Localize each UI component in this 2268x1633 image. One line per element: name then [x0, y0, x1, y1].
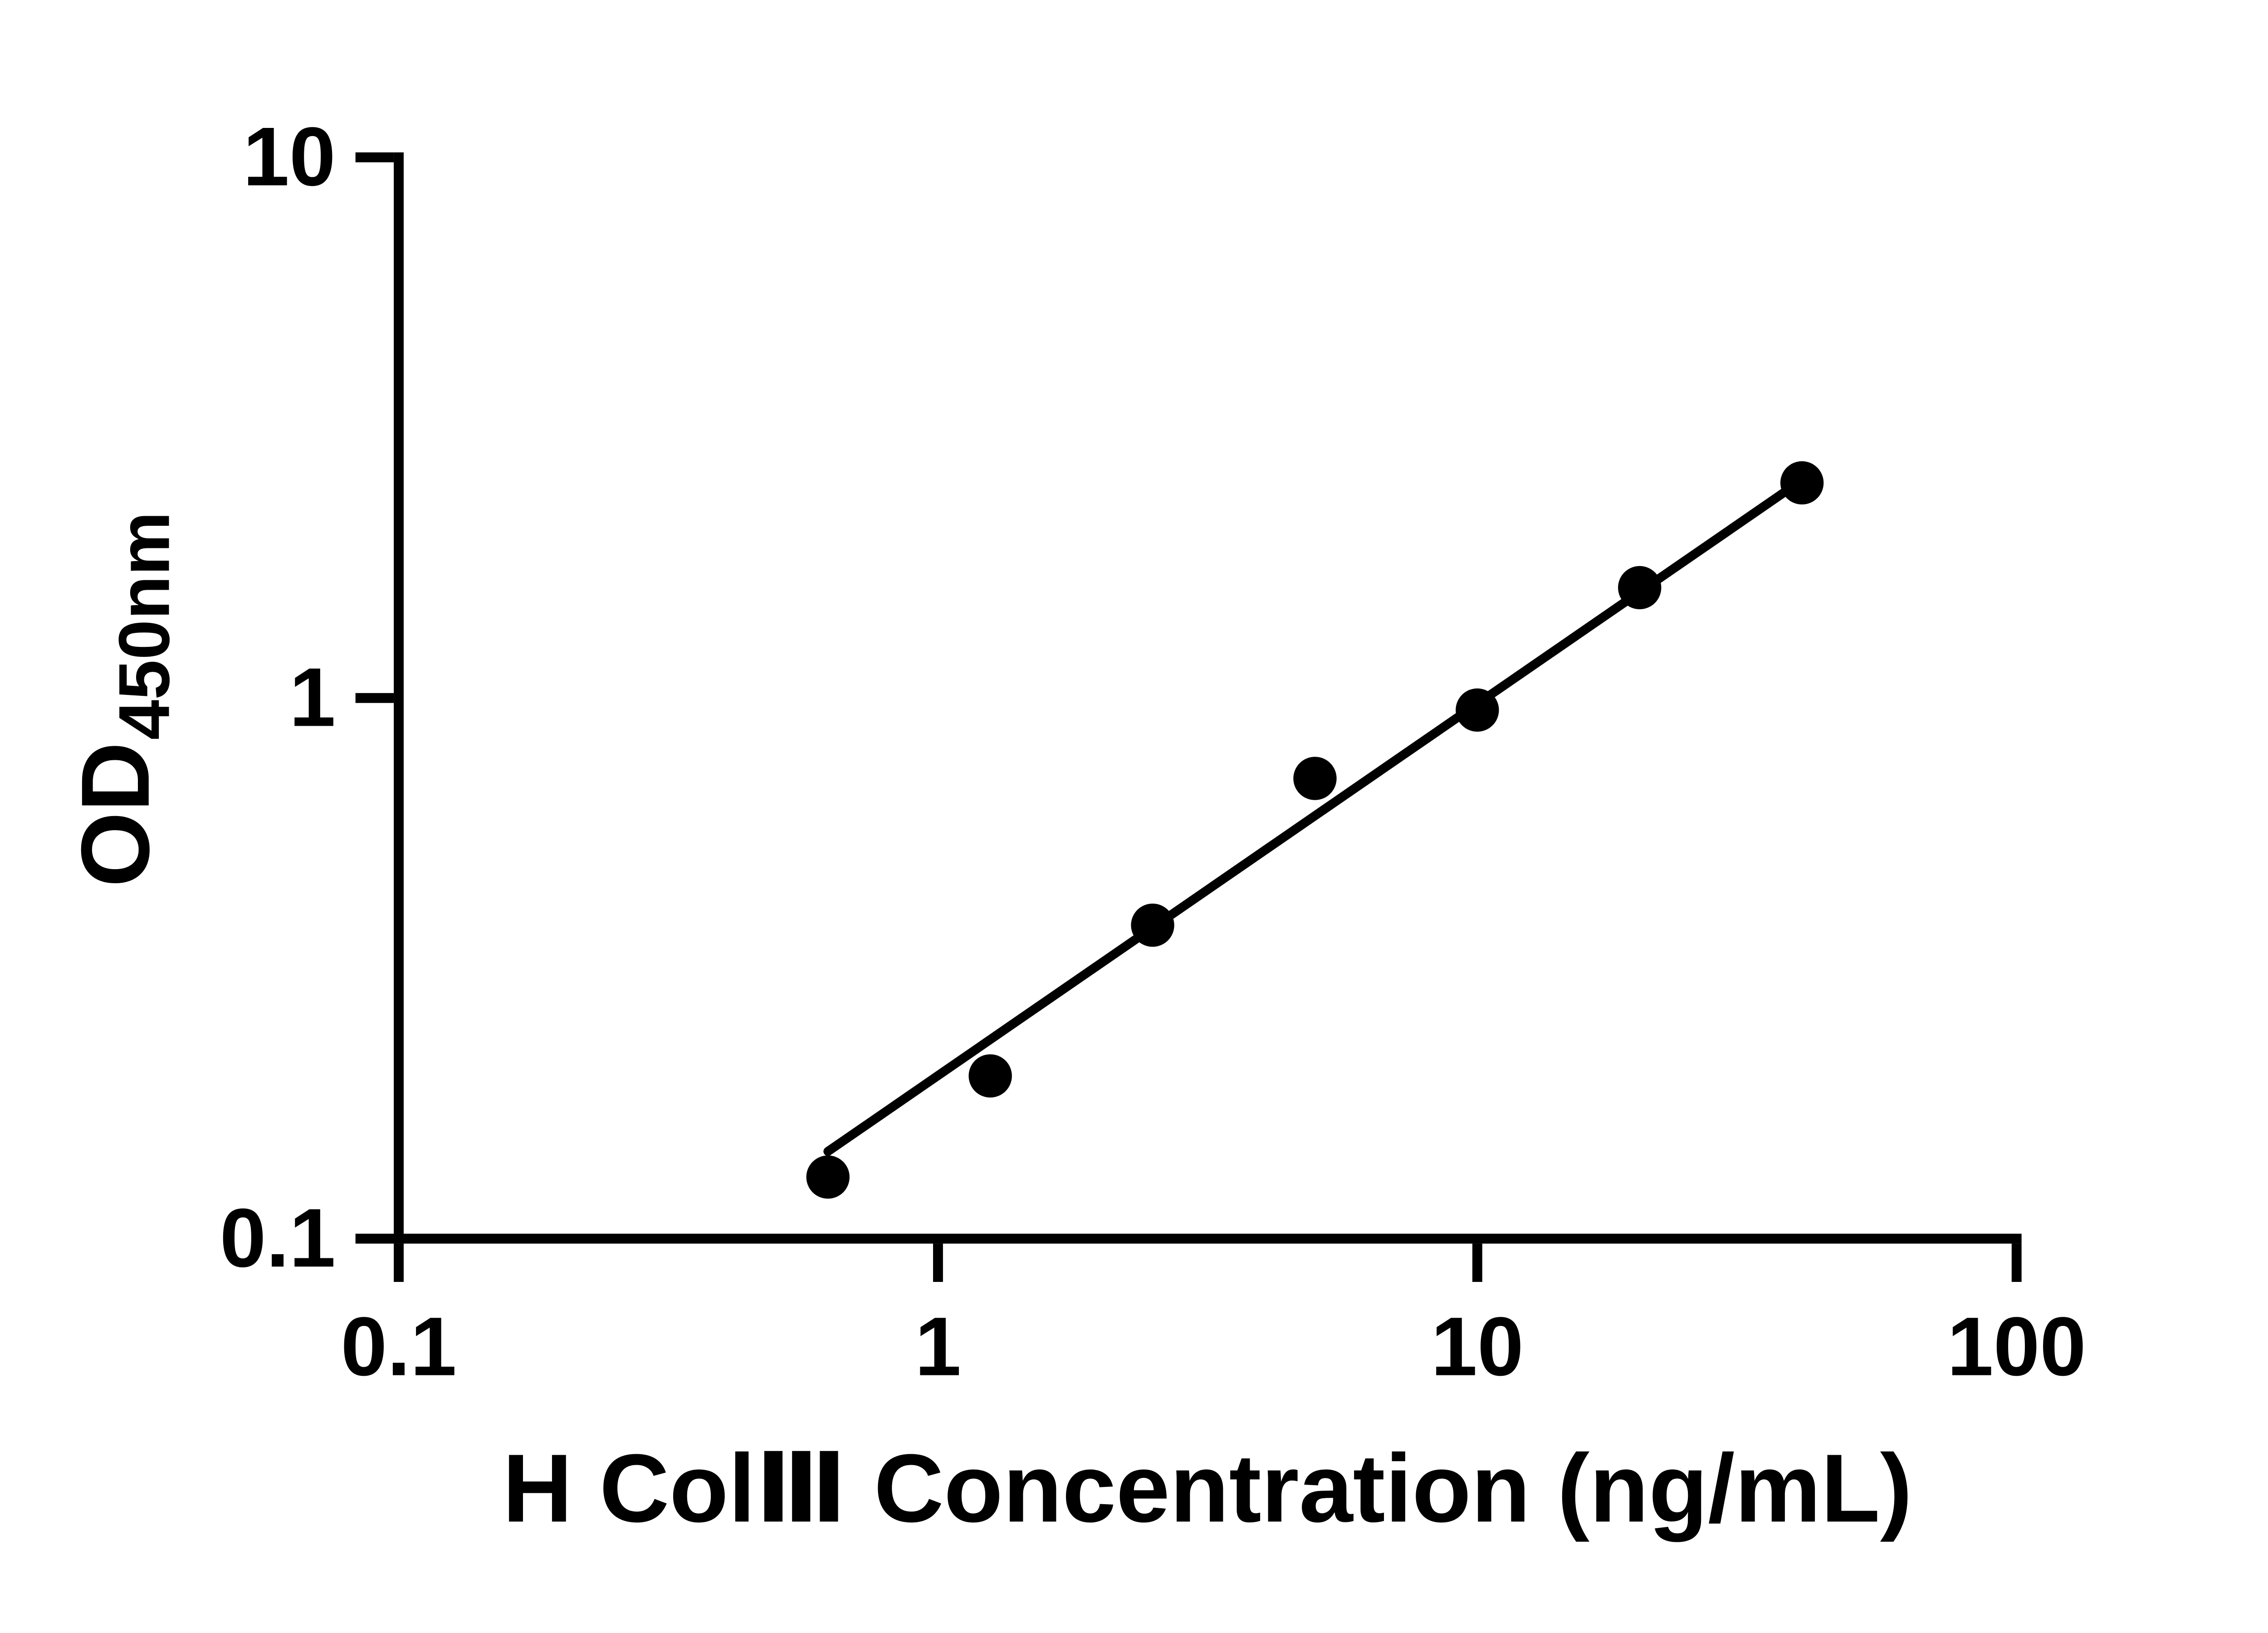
y-axis-line [394, 152, 404, 1244]
y-tick-label: 1 [289, 650, 336, 743]
data-point [1293, 757, 1337, 800]
y-tick [355, 152, 394, 162]
x-tick-label: 1 [915, 1300, 961, 1393]
data-point [1456, 688, 1499, 732]
y-tick [355, 1233, 394, 1244]
data-point [806, 1155, 850, 1199]
x-tick [2011, 1243, 2022, 1282]
x-tick-label: 10 [1431, 1300, 1524, 1393]
x-tick [1472, 1243, 1482, 1282]
y-axis-title-subscript: 450nm [103, 512, 184, 740]
y-axis-title: OD 450nm [62, 512, 185, 887]
data-point [968, 1054, 1012, 1098]
data-point [1780, 461, 1824, 505]
y-axis-title-main: OD [62, 742, 170, 887]
x-axis-title: H ColⅢ Concentration (ng/mL) [503, 1434, 1912, 1542]
plot-area [806, 461, 1824, 1199]
y-tick [355, 693, 394, 703]
x-tick [933, 1243, 943, 1282]
x-axis-line [394, 1233, 2022, 1244]
data-point [1618, 566, 1662, 610]
data-point [1131, 903, 1174, 947]
x-tick-label: 0.1 [341, 1300, 456, 1393]
axis-ticks: 0.1 1 10 100 0.1 1 10 [220, 110, 2087, 1393]
y-tick-label: 0.1 [220, 1191, 336, 1284]
x-tick [394, 1243, 404, 1282]
y-tick-label: 10 [243, 110, 336, 203]
x-tick-label: 100 [1947, 1300, 2086, 1393]
